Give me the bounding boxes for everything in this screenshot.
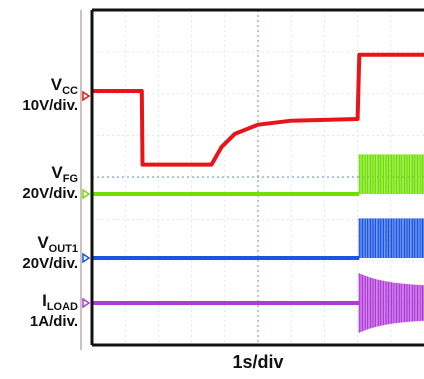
marker-vfg bbox=[82, 188, 91, 200]
vfg-label: VFG 20V/div. bbox=[0, 164, 78, 201]
trace-vcc bbox=[92, 52, 424, 167]
burst-lines bbox=[358, 154, 424, 194]
x-axis-label: 1s/div bbox=[232, 352, 284, 372]
traces bbox=[92, 52, 424, 333]
vout1-label: VOUT1 20V/div. bbox=[0, 234, 78, 271]
burst-lines bbox=[358, 273, 424, 333]
marker-vout1 bbox=[82, 252, 91, 264]
burst-vfg bbox=[358, 154, 424, 194]
marker-iload bbox=[82, 297, 91, 309]
marker-vcc bbox=[82, 90, 91, 102]
burst-iload bbox=[358, 273, 424, 333]
burst-vout1 bbox=[358, 218, 424, 258]
iload-scale: 1A/div. bbox=[29, 312, 78, 330]
vout1-scale: 20V/div. bbox=[22, 254, 78, 272]
vout1-name: VOUT1 bbox=[37, 233, 78, 255]
vcc-scale: 10V/div. bbox=[22, 96, 78, 114]
iload-label: ILOAD 1A/div. bbox=[0, 292, 78, 329]
vfg-scale: 20V/div. bbox=[22, 184, 78, 202]
iload-name: ILOAD bbox=[42, 291, 78, 313]
burst-lines bbox=[358, 218, 424, 258]
vfg-name: VFG bbox=[51, 163, 78, 185]
vcc-name: VCC bbox=[50, 75, 78, 97]
vcc-label: VCC 10V/div. bbox=[0, 76, 78, 113]
channel-markers bbox=[82, 90, 91, 309]
